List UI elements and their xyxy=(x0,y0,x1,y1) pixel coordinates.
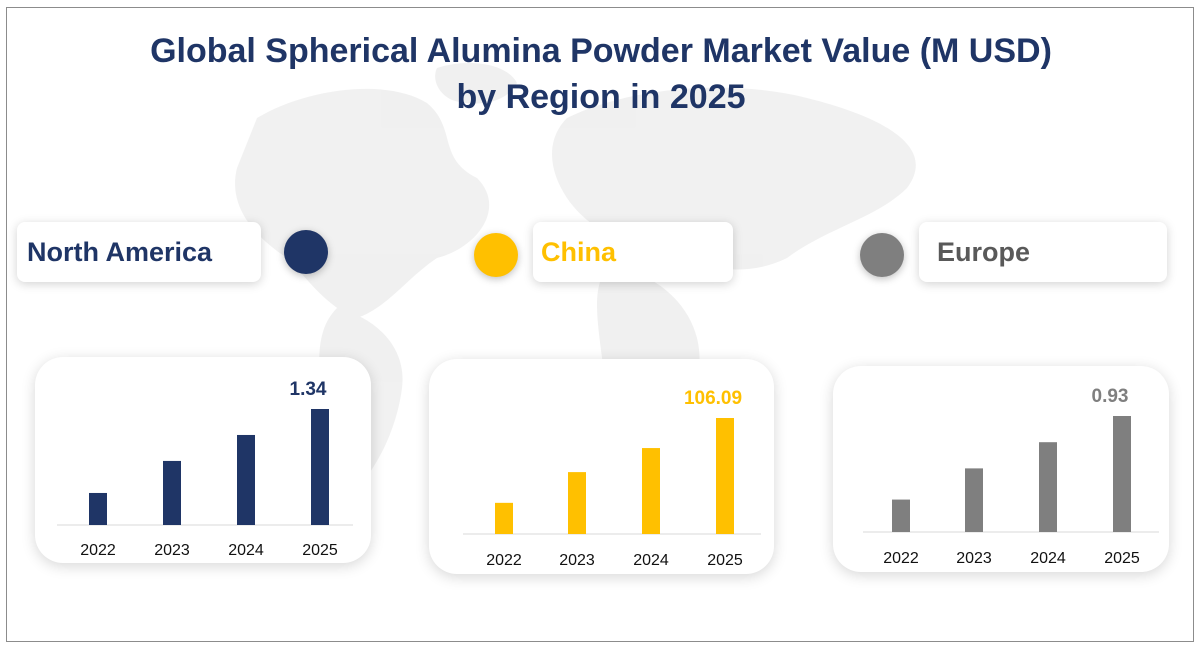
x-tick-label: 2022 xyxy=(883,550,919,567)
bar-2025 xyxy=(311,409,329,525)
x-tick-label: 2025 xyxy=(707,552,743,569)
data-label-2025: 0.93 xyxy=(1092,386,1129,407)
region-label-europe: Europe xyxy=(919,222,1167,282)
region-name: China xyxy=(541,237,617,267)
europe-marker-dot xyxy=(860,233,904,277)
infographic-frame: Global Spherical Alumina Powder Market V… xyxy=(6,7,1194,642)
title-line-1: Global Spherical Alumina Powder Market V… xyxy=(150,32,1052,70)
bar-2023 xyxy=(965,468,983,532)
china-bar-chart: 2022 2023 2024 2025 106.09 xyxy=(463,388,761,569)
x-tick-label: 2025 xyxy=(1104,550,1140,567)
x-tick-label: 2024 xyxy=(228,542,264,559)
data-label-2025: 1.34 xyxy=(290,379,327,400)
region-name: Europe xyxy=(937,237,1031,267)
bar-2025 xyxy=(1113,416,1131,532)
x-tick-label: 2023 xyxy=(559,552,595,569)
bar-2024 xyxy=(642,448,660,534)
x-tick-label: 2024 xyxy=(1030,550,1066,567)
x-tick-label: 2022 xyxy=(80,542,116,559)
title-line-2: by Region in 2025 xyxy=(456,78,746,116)
chart-card-north-america: 2022 2023 2024 2025 1.34 xyxy=(35,357,371,563)
data-label-2025: 106.09 xyxy=(684,388,742,409)
bar-2022 xyxy=(892,499,910,532)
chart-card-china: 2022 2023 2024 2025 106.09 xyxy=(429,359,774,574)
bar-2022 xyxy=(89,492,107,525)
bar-2023 xyxy=(163,460,181,525)
north-america-marker-dot xyxy=(284,230,328,274)
page-title: Global Spherical Alumina Powder Market V… xyxy=(7,28,1193,120)
x-tick-label: 2023 xyxy=(154,542,190,559)
europe-bar-chart: 2022 2023 2024 2025 0.93 xyxy=(863,386,1159,567)
bar-2022 xyxy=(495,502,513,534)
bar-2023 xyxy=(568,472,586,534)
north-america-bar-chart: 2022 2023 2024 2025 1.34 xyxy=(57,379,353,559)
bar-2024 xyxy=(1039,442,1057,532)
bar-2024 xyxy=(237,434,255,525)
x-tick-label: 2023 xyxy=(956,550,992,567)
chart-card-europe: 2022 2023 2024 2025 0.93 xyxy=(833,366,1169,572)
region-label-china: China xyxy=(533,222,733,282)
china-marker-dot xyxy=(474,233,518,277)
x-tick-label: 2022 xyxy=(486,552,522,569)
region-name: North America xyxy=(27,237,213,267)
x-tick-label: 2025 xyxy=(302,542,338,559)
x-tick-label: 2024 xyxy=(633,552,669,569)
region-label-north-america: North America xyxy=(17,222,261,282)
bar-2025 xyxy=(716,418,734,534)
